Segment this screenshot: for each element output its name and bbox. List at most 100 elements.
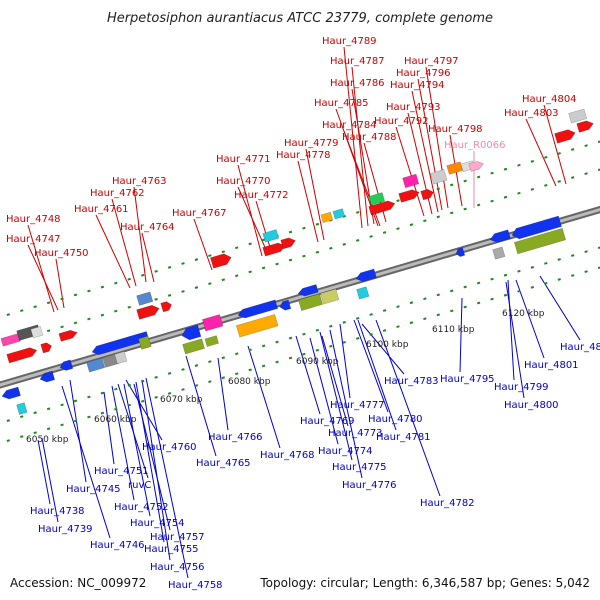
tick-label-5: 6100 kbp <box>366 340 409 350</box>
lower-leader-18 <box>329 329 363 479</box>
upper-gene-label-10: Haur_4784 <box>322 120 377 131</box>
gene-shape-32 <box>114 351 128 365</box>
gene-features <box>0 108 594 415</box>
gene-shape-41 <box>298 293 324 311</box>
gene-shape-3 <box>6 347 38 364</box>
gene-shape-0 <box>0 333 21 347</box>
lower-leader-26 <box>133 383 171 531</box>
upper-gene-label-20: Haur_4772 <box>234 190 289 201</box>
gene-shape-4 <box>40 342 52 354</box>
gene-feature-49 <box>492 246 506 260</box>
tick-label-6: 6110 kbp <box>432 325 475 335</box>
upper-gene-label-13: Haur_4779 <box>284 138 339 149</box>
upper-leader-18 <box>133 186 147 283</box>
upper-gene-label-18: Haur_4763 <box>112 176 167 187</box>
lower-leader-2 <box>361 323 405 375</box>
gene-shape-30 <box>86 357 106 373</box>
gene-feature-33 <box>138 335 152 350</box>
upper-gene-label-15: Haur_4778 <box>276 150 331 161</box>
lower-leader-22 <box>111 385 135 501</box>
gene-feature-21 <box>446 161 464 175</box>
lower-gene-label-4: Haur_4799 <box>494 382 549 393</box>
lower-gene-label-6: Haur_4777 <box>330 400 385 411</box>
gene-feature-3 <box>6 347 38 364</box>
lower-leader-7 <box>295 335 321 415</box>
upper-leader-1 <box>351 66 369 227</box>
upper-gene-label-11: Haur_4792 <box>374 116 429 127</box>
gene-feature-47 <box>511 215 562 240</box>
upper-leader-17 <box>237 186 269 255</box>
upper-leader-24 <box>141 232 155 283</box>
gene-shape-18 <box>420 188 434 201</box>
upper-leader-23 <box>27 224 55 313</box>
upper-gene-label-8: Haur_4793 <box>386 102 441 113</box>
upper-leader-20 <box>255 200 273 255</box>
lower-gene-label-29: Haur_4756 <box>150 562 205 573</box>
gene-feature-40 <box>279 299 292 311</box>
gene-shape-49 <box>492 246 506 260</box>
gene-feature-42 <box>320 288 340 305</box>
topology-text: Topology: circular; Length: 6,346,587 bp… <box>259 576 590 590</box>
gene-shape-51 <box>16 402 28 415</box>
lower-leader-16 <box>319 331 353 461</box>
gene-feature-14 <box>332 208 346 220</box>
gene-shape-11 <box>262 242 286 257</box>
gene-shape-9 <box>210 253 232 269</box>
gene-feature-32 <box>114 351 128 365</box>
lower-gene-label-21: Haur_4782 <box>420 498 475 509</box>
upper-gene-label-22: Haur_4767 <box>172 208 227 219</box>
gene-feature-19 <box>402 173 420 189</box>
gene-feature-30 <box>86 357 106 373</box>
upper-gene-label-16: Haur_4771 <box>216 154 271 165</box>
lower-gene-label-12: Haur_4760 <box>142 442 197 453</box>
lower-gene-label-0: Haur_4802 <box>560 342 600 353</box>
gene-shape-6 <box>136 291 154 306</box>
gene-feature-38 <box>237 299 279 319</box>
gene-shape-39 <box>235 314 279 338</box>
gene-shape-45 <box>356 286 370 300</box>
gene-feature-44 <box>355 268 377 282</box>
gene-shape-42 <box>320 288 340 305</box>
lower-gene-label-28: Haur_4755 <box>144 544 199 555</box>
lower-gene-label-7: Haur_4769 <box>300 416 355 427</box>
lower-gene-label-25: Haur_4739 <box>38 524 93 535</box>
upper-leader-22 <box>193 218 213 271</box>
gene-shape-27 <box>39 370 56 383</box>
map-title: Herpetosiphon aurantiacus ATCC 23779, co… <box>107 11 493 26</box>
lower-leader-6 <box>339 323 351 399</box>
lower-leader-1 <box>515 279 545 359</box>
gene-shape-10 <box>262 229 280 243</box>
gene-feature-13 <box>320 211 334 224</box>
gene-feature-9 <box>210 253 232 269</box>
tick-label-1: 6060 kbp <box>94 415 137 425</box>
upper-leader-0 <box>343 46 363 229</box>
gene-feature-45 <box>356 286 370 300</box>
gene-feature-24 <box>554 129 576 144</box>
gene-shape-7 <box>136 304 160 320</box>
gene-shape-44 <box>355 268 377 282</box>
gene-feature-28 <box>59 359 74 371</box>
tick-label-3: 6080 kbp <box>228 377 271 387</box>
lower-leader-21 <box>375 319 441 497</box>
upper-leader-26 <box>55 258 65 309</box>
lower-gene-label-14: Haur_4768 <box>260 450 315 461</box>
gene-shape-46 <box>489 229 511 243</box>
tick-label-2: 6070 kbp <box>160 395 203 405</box>
leader-lines <box>27 46 581 579</box>
gene-shape-15 <box>368 192 386 206</box>
gene-shape-14 <box>332 208 346 220</box>
gene-shape-40 <box>279 299 292 311</box>
gene-shape-36 <box>182 338 205 355</box>
gene-feature-48 <box>513 227 567 255</box>
gene-shape-16 <box>368 200 396 216</box>
gene-feature-43 <box>297 284 319 297</box>
gene-feature-27 <box>39 370 56 383</box>
gene-feature-35 <box>201 314 224 332</box>
gene-feature-4 <box>40 342 52 354</box>
tick-label-7: 6120 kbp <box>502 309 545 319</box>
gene-shape-20 <box>430 169 448 185</box>
gene-shape-52 <box>1 386 21 400</box>
upper-gene-label-25: Haur_4747 <box>6 234 61 245</box>
